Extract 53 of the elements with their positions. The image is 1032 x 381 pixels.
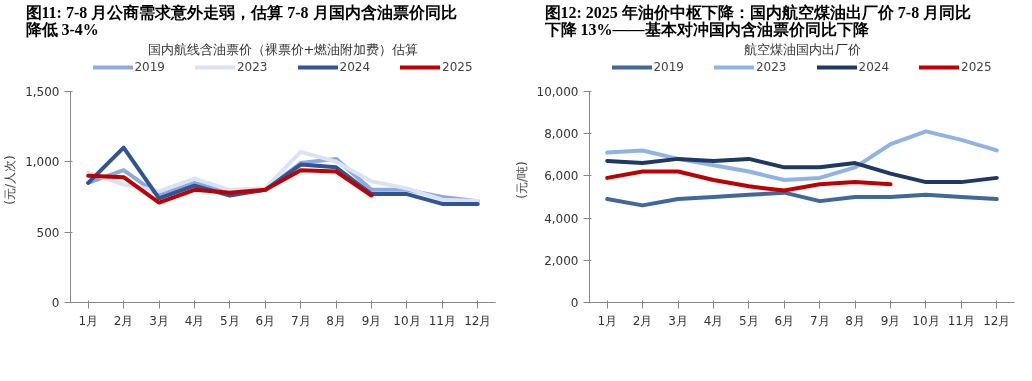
y-tick-label: 0 <box>51 296 60 310</box>
x-tick-label: 11月 <box>947 313 976 328</box>
y-tick-label: 8,000 <box>544 127 579 142</box>
chart-subtitle: 航空煤油国内出厂价 <box>743 41 861 57</box>
line-series <box>605 169 893 193</box>
y-tick-label: 1,000 <box>25 155 60 170</box>
x-tick-label: 12月 <box>464 313 492 328</box>
x-tick-label: 1月 <box>597 313 618 328</box>
x-tick-label: 1月 <box>78 313 99 328</box>
legend-label: 2019 <box>134 60 165 74</box>
y-axis-title: (元/人次) <box>3 155 18 205</box>
x-tick-label: 3月 <box>149 313 169 328</box>
x-tick-label: 5月 <box>739 313 759 328</box>
line-series <box>605 190 999 208</box>
x-tick-label: 11月 <box>428 313 457 328</box>
y-tick-label: 0 <box>570 296 579 310</box>
y-tick-label: 10,000 <box>536 84 579 99</box>
x-tick-label: 10月 <box>393 313 421 328</box>
legend-label: 2024 <box>339 60 371 74</box>
y-tick-label: 1,500 <box>25 84 60 99</box>
legend-label: 2023 <box>755 60 787 74</box>
line-series <box>86 168 374 205</box>
x-tick-label: 3月 <box>668 313 688 328</box>
x-tick-label: 4月 <box>184 313 205 328</box>
y-tick-label: 2,000 <box>544 253 579 268</box>
x-tick-label: 4月 <box>703 313 724 328</box>
x-tick-label: 7月 <box>809 313 830 328</box>
x-tick-label: 8月 <box>845 313 865 328</box>
y-tick-label: 4,000 <box>544 211 579 226</box>
legend-label: 2025 <box>442 60 473 74</box>
x-tick-label: 9月 <box>361 313 382 328</box>
y-axis-title: (元/吨) <box>514 161 529 199</box>
x-tick-label: 6月 <box>774 313 795 328</box>
line-series <box>605 156 999 185</box>
legend-label: 2025 <box>961 60 992 74</box>
x-tick-label: 7月 <box>290 313 311 328</box>
legend-label: 2019 <box>653 60 684 74</box>
x-tick-label: 9月 <box>880 313 901 328</box>
x-tick-label: 6月 <box>255 313 276 328</box>
x-tick-label: 2月 <box>113 313 134 328</box>
x-tick-label: 12月 <box>983 313 1011 328</box>
x-tick-label: 10月 <box>912 313 940 328</box>
chart-subtitle: 国内航线含油票价（裸票价+燃油附加费）估算 <box>147 41 419 57</box>
x-tick-label: 2月 <box>632 313 653 328</box>
y-tick-label: 500 <box>36 225 60 240</box>
x-tick-label: 8月 <box>326 313 346 328</box>
chart-title: 图11: 7-8 月公商需求意外走弱，估算 7-8 月国内含油票价同比降低 3-4% <box>25 3 457 38</box>
legend-label: 2023 <box>236 60 268 74</box>
x-tick-label: 5月 <box>220 313 240 328</box>
chart-title: 图12: 2025 年油价中枢下降：国内航空煤油出厂价 7-8 月同比下降 13%——基本对冲国内含油票价同比下降 <box>543 3 972 38</box>
line-series <box>605 129 999 182</box>
y-tick-label: 6,000 <box>544 169 579 184</box>
legend-label: 2024 <box>858 60 890 74</box>
